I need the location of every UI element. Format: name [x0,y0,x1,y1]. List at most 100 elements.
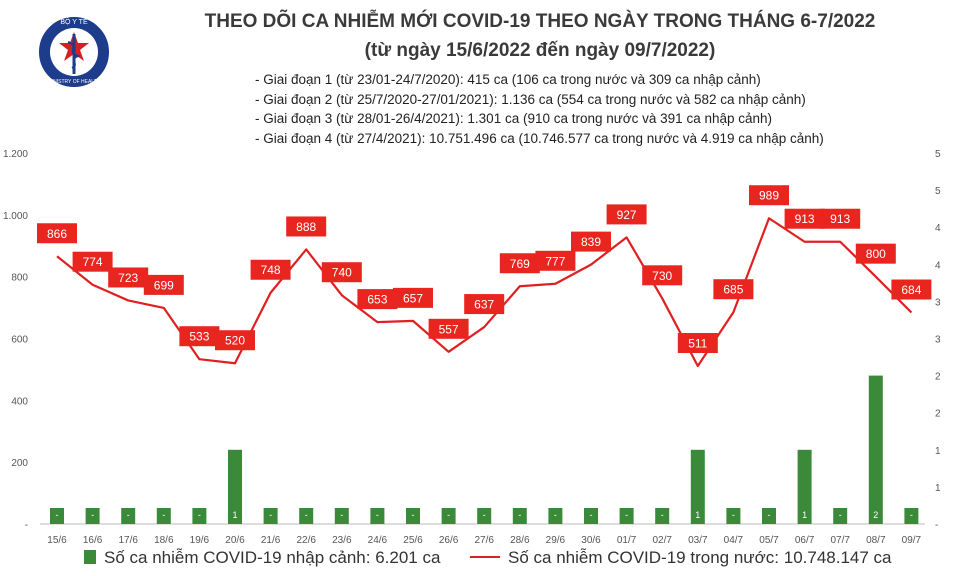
line-label-box [571,231,611,252]
chart-title: THEO DÕI CA NHIỄM MỚI COVID-19 THEO NGÀY… [204,11,876,32]
bar-imported [690,449,705,524]
bar-data-label: - [768,510,771,520]
y-left-tick-label: - [25,520,28,531]
bar-imported [121,508,136,524]
line-data-label: 913 [795,212,815,226]
line-label-box [606,204,647,225]
bar-data-label: - [518,510,521,520]
bar-imported [156,508,171,524]
bar-imported [477,508,492,524]
bar-data-label: - [839,510,842,520]
y-right-tick-label: 3 [935,297,941,308]
line-data-label: 774 [83,255,103,269]
x-tick-label: 09/7 [902,535,922,546]
x-tick-label: 20/6 [225,535,245,546]
line-data-label: 839 [581,235,601,249]
legend-domestic: Số ca nhiễm COVID-19 trong nước: 10.748.… [470,548,892,568]
bar-data-label: 2 [873,510,878,520]
bar-imported [548,508,563,524]
bar-data-label: - [162,510,165,520]
bar-imported [762,508,776,524]
bar-imported [797,449,812,524]
line-label-box [677,333,718,354]
line-label-box [784,208,825,229]
line-data-label: 777 [545,254,565,268]
x-tick-label: 06/7 [795,535,815,546]
line-label-box [215,330,255,351]
line-label-box [179,326,220,347]
y-left-tick-label: 600 [11,335,28,346]
line-label-box [250,259,291,280]
bar-imported [584,508,598,524]
bar-data-label: - [732,510,735,520]
x-tick-label: 18/6 [154,535,174,546]
line-data-label: 989 [759,189,779,203]
bar-imported [868,375,883,524]
chart-subtitle: (từ ngày 15/6/2022 đến ngày 09/7/2022) [364,40,716,61]
y-left-tick-label: 400 [11,396,28,407]
bar-imported [406,508,420,524]
bar-imported [726,508,741,524]
y-right-tick-label: 2 [935,372,941,383]
y-left-tick-label: 200 [11,458,28,469]
line-label-box [891,279,932,300]
bar-data-label: - [198,510,201,520]
line-data-label: 685 [723,283,743,297]
line-data-label: 520 [225,334,245,348]
line-label-box [749,185,789,206]
line-data-label: 657 [403,291,423,305]
line-label-box [37,223,77,244]
x-tick-label: 03/7 [688,535,708,546]
annotation-phase-3: - Giai đoạn 3 (từ 28/01-26/4/2021): 1.30… [255,111,773,126]
line-data-label: 557 [439,322,459,336]
bar-imported [299,508,314,524]
line-data-label: 637 [474,298,494,312]
x-tick-label: 19/6 [190,535,210,546]
bar-imported [512,508,527,524]
y-right-tick-label: 4 [935,260,941,271]
line-data-label: 888 [296,220,316,234]
y-left-tick-label: 800 [11,273,28,284]
bar-imported [50,508,64,524]
line-domestic [56,217,913,368]
line-data-label: 684 [901,283,921,297]
y-right-tick-label: 3 [935,335,941,346]
x-tick-label: 22/6 [296,535,316,546]
x-tick-label: 21/6 [261,535,281,546]
line-data-label: 730 [652,269,672,283]
ministry-of-health-logo: BỘ Y TẾ MINISTRY OF HEALTH [38,12,110,98]
y-right-tick-label: 2 [935,409,941,420]
y-right-tick-label: 5 [935,186,941,197]
line-label-box [464,294,505,315]
line-label-box [393,287,433,308]
line-label-box [357,289,398,310]
line-label-box [108,267,149,288]
bar-data-label: - [447,510,450,520]
bar-data-label: - [340,510,343,520]
legend-line-swatch [470,556,500,558]
bar-data-label: - [305,510,308,520]
bar-data-label: - [91,510,94,520]
bar-data-label: - [590,510,593,520]
y-right-tick-label: - [935,520,938,531]
line-data-label: 653 [367,293,387,307]
line-label-box [535,250,576,271]
bar-data-label: 1 [695,510,700,520]
y-right-tick-label: 1 [935,483,941,494]
line-label-box [642,265,683,286]
line-label-box [286,216,327,237]
bar-imported [904,508,919,524]
line-data-label: 927 [617,208,637,222]
legend-domestic-label: Số ca nhiễm COVID-19 trong nước: 10.748.… [508,548,892,567]
line-label-box [713,279,754,300]
line-label-box [855,243,896,264]
phase-annotations: - Giai đoạn 1 (từ 23/01-24/7/2020): 415 … [255,70,824,148]
line-data-label: 866 [47,227,67,241]
bar-imported [441,508,456,524]
bar-data-label: - [412,510,415,520]
bar-data-label: - [625,510,628,520]
bar-data-label: 1 [232,510,237,520]
line-label-box [428,318,469,339]
line-label-box [143,274,184,295]
